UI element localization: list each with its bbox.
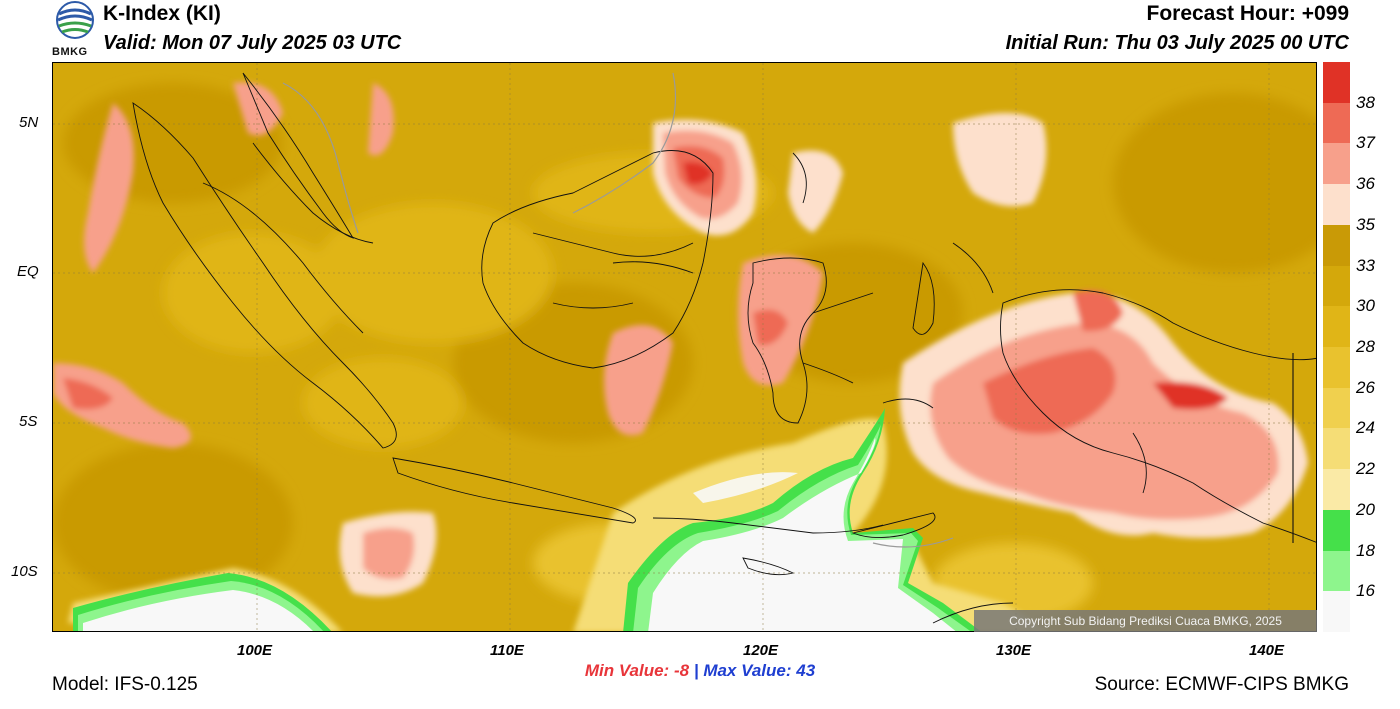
- colorbar-segment: [1323, 509, 1350, 552]
- max-value: 43: [796, 661, 816, 680]
- lat-label-eq: EQ: [17, 263, 39, 280]
- colorbar-segment: [1323, 224, 1350, 267]
- colorbar-segment: [1323, 265, 1350, 307]
- colorbar-label: 16: [1356, 581, 1375, 601]
- k-index-map: [52, 62, 1317, 632]
- colorbar-label: 38: [1356, 92, 1375, 112]
- lat-label-10s: 10S: [11, 563, 38, 580]
- colorbar-label: 22: [1356, 459, 1375, 479]
- min-label: Min Value:: [584, 661, 670, 680]
- max-label: Max Value:: [703, 661, 792, 680]
- lat-label-5n: 5N: [19, 114, 39, 131]
- colorbar-segment: [1323, 184, 1350, 226]
- lon-label-130e: 130E: [996, 642, 1032, 659]
- copyright-notice: Copyright Sub Bidang Prediksi Cuaca BMKG…: [974, 610, 1317, 632]
- chart-title: K-Index (KI): [103, 2, 221, 25]
- colorbar-segment: [1323, 306, 1350, 348]
- colorbar-segment: [1323, 387, 1350, 429]
- colorbar-segment: [1323, 550, 1350, 592]
- lon-label-100e: 100E: [237, 642, 273, 659]
- source-info: Source: ECMWF-CIPS BMKG: [1094, 674, 1349, 695]
- colorbar-label: 37: [1356, 133, 1375, 153]
- colorbar-segment: [1323, 347, 1350, 389]
- bmkg-logo: [50, 0, 100, 60]
- colorbar-segment: [1323, 469, 1350, 511]
- forecast-hour: Forecast Hour: +099: [1146, 2, 1350, 25]
- colorbar-segment: [1323, 428, 1350, 470]
- colorbar-label: 33: [1356, 255, 1375, 275]
- colorbar-segment: [1323, 591, 1350, 633]
- model-info: Model: IFS-0.125: [52, 674, 198, 695]
- lon-label-110e: 110E: [490, 642, 524, 659]
- colorbar-label: 26: [1356, 377, 1375, 397]
- lat-label-5s: 5S: [19, 413, 38, 430]
- colorbar-label: 20: [1356, 499, 1375, 519]
- min-max-values: Min Value: -8 | Max Value: 43: [0, 661, 1400, 681]
- colorbar-label: 36: [1356, 174, 1375, 194]
- colorbar: [1323, 62, 1350, 633]
- colorbar-label: 18: [1356, 540, 1375, 560]
- min-max-separator: |: [693, 661, 699, 680]
- logo-text: BMKG: [52, 46, 88, 58]
- min-value: -8: [673, 661, 690, 680]
- colorbar-label: 35: [1356, 214, 1375, 234]
- valid-time: Valid: Mon 07 July 2025 03 UTC: [103, 32, 402, 54]
- colorbar-segment: [1323, 62, 1350, 104]
- colorbar-segment: [1323, 143, 1350, 185]
- lon-label-140e: 140E: [1249, 642, 1285, 659]
- initial-run: Initial Run: Thu 03 July 2025 00 UTC: [1005, 32, 1349, 54]
- colorbar-label: 28: [1356, 337, 1375, 356]
- colorbar-label: 24: [1356, 418, 1375, 438]
- colorbar-label: 30: [1356, 296, 1375, 316]
- colorbar-segment: [1323, 102, 1350, 144]
- lon-label-120e: 120E: [743, 642, 779, 659]
